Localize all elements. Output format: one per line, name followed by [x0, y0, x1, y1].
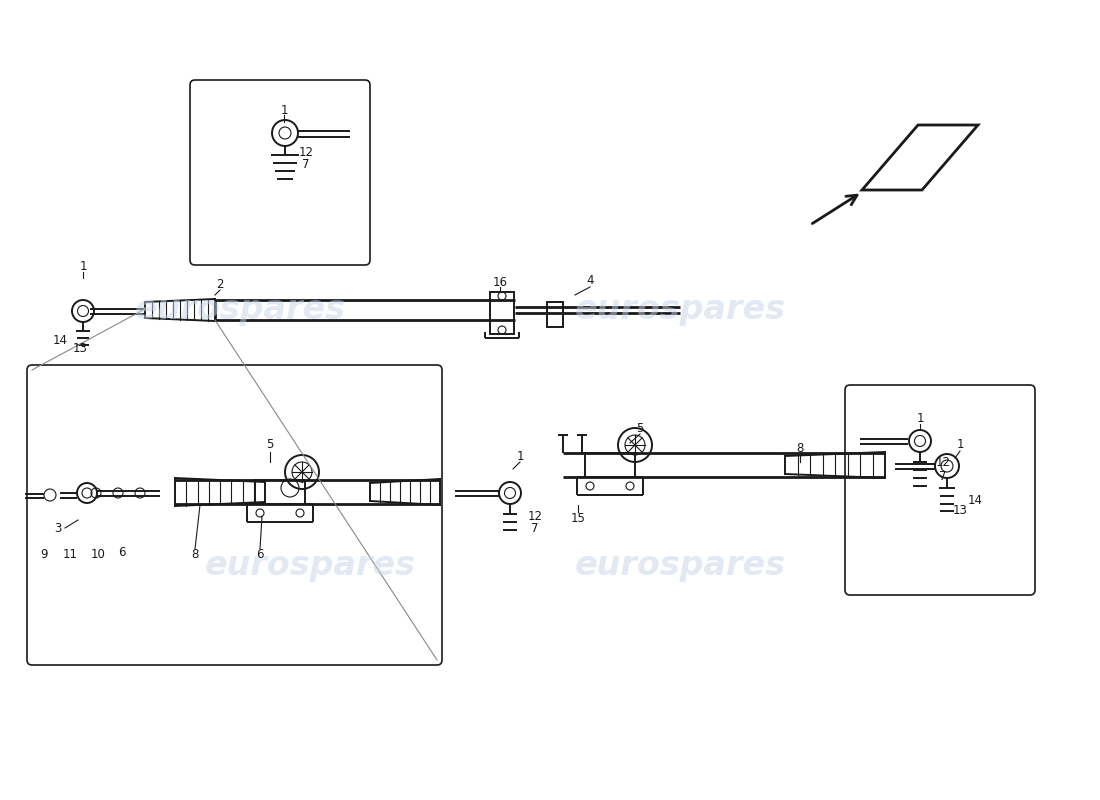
Bar	[255, 480, 305, 504]
Text: 1: 1	[916, 411, 924, 425]
Text: 14: 14	[968, 494, 982, 506]
Text: 5: 5	[266, 438, 274, 451]
Polygon shape	[862, 125, 978, 190]
Text: 16: 16	[493, 275, 507, 289]
Text: 3: 3	[55, 522, 62, 534]
Text: eurospares: eurospares	[574, 294, 785, 326]
Text: 8: 8	[191, 549, 199, 562]
Text: 6: 6	[256, 549, 264, 562]
Text: 11: 11	[63, 549, 77, 562]
Text: 12: 12	[298, 146, 314, 158]
Text: 7: 7	[302, 158, 310, 171]
Text: eurospares: eurospares	[134, 294, 345, 326]
Text: 9: 9	[41, 549, 47, 562]
Text: 10: 10	[90, 549, 106, 562]
Text: 13: 13	[73, 342, 87, 354]
Text: eurospares: eurospares	[574, 549, 785, 582]
Text: eurospares: eurospares	[205, 549, 416, 582]
Text: 2: 2	[217, 278, 223, 291]
Text: 5: 5	[636, 422, 644, 434]
Text: 1: 1	[280, 103, 288, 117]
Bar	[585, 453, 635, 477]
Bar	[490, 292, 514, 334]
Text: 8: 8	[796, 442, 804, 454]
Text: 12: 12	[935, 455, 950, 469]
Text: 4: 4	[586, 274, 594, 286]
Bar	[547, 302, 563, 327]
Text: 13: 13	[953, 503, 967, 517]
Text: 12: 12	[528, 510, 542, 522]
Text: 6: 6	[119, 546, 125, 559]
Text: 14: 14	[53, 334, 67, 346]
Text: 15: 15	[571, 511, 585, 525]
Text: 1: 1	[956, 438, 964, 451]
Text: 1: 1	[516, 450, 524, 462]
Text: 1: 1	[79, 259, 87, 273]
Text: 7: 7	[531, 522, 539, 534]
Text: 7: 7	[939, 470, 947, 482]
